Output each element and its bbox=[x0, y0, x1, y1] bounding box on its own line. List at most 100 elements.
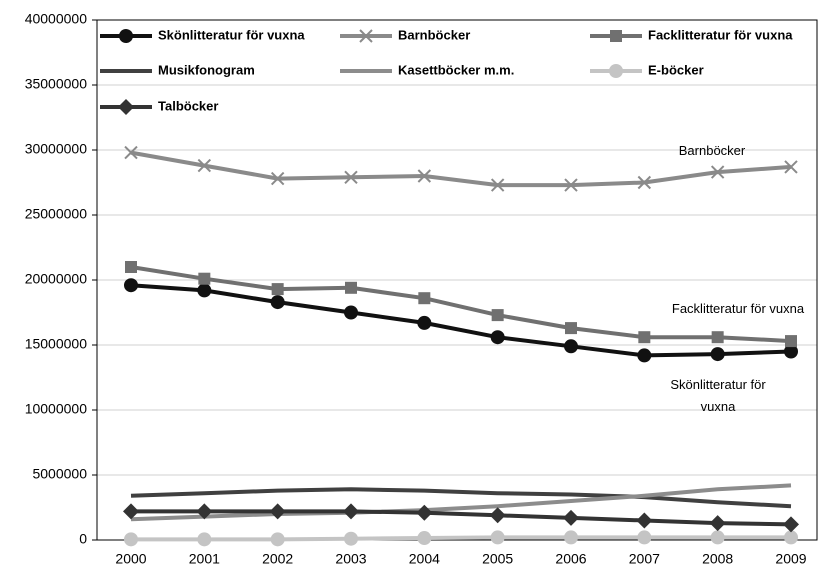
point bbox=[564, 339, 578, 354]
legend-item: Barnböcker bbox=[340, 27, 470, 43]
legend-marker bbox=[609, 64, 623, 78]
legend-marker bbox=[119, 29, 133, 43]
x-tick-label: 2008 bbox=[702, 551, 733, 567]
point bbox=[417, 169, 432, 183]
point bbox=[563, 509, 579, 526]
point bbox=[710, 165, 725, 179]
point bbox=[783, 516, 799, 533]
point bbox=[784, 530, 798, 545]
legend-item: Skönlitteratur för vuxna bbox=[100, 27, 305, 43]
y-tick-label: 5000000 bbox=[32, 466, 87, 482]
point bbox=[637, 530, 652, 545]
point bbox=[270, 295, 285, 310]
point bbox=[123, 503, 139, 520]
point bbox=[417, 531, 432, 546]
point bbox=[564, 530, 578, 545]
point bbox=[709, 515, 726, 532]
legend-label: E-böcker bbox=[648, 62, 704, 77]
legend-label: Barnböcker bbox=[398, 27, 470, 42]
point bbox=[490, 178, 505, 192]
series-line bbox=[130, 487, 792, 509]
series-line bbox=[130, 483, 792, 522]
series-line bbox=[131, 535, 791, 542]
plot-frame bbox=[96, 19, 818, 541]
series-line bbox=[130, 150, 792, 188]
point bbox=[416, 504, 433, 521]
point bbox=[637, 348, 652, 363]
x-tick-label: 2003 bbox=[335, 551, 366, 567]
point bbox=[711, 331, 724, 344]
x-tick-label: 2004 bbox=[409, 551, 440, 567]
legend-label: Musikfonogram bbox=[158, 62, 255, 77]
legend-item: Talböcker bbox=[100, 98, 218, 115]
legend-item: Musikfonogram bbox=[100, 62, 255, 77]
series-line bbox=[130, 283, 792, 358]
point bbox=[490, 330, 505, 345]
point bbox=[491, 309, 504, 322]
point bbox=[124, 278, 138, 293]
legend-marker bbox=[118, 99, 134, 115]
point bbox=[710, 347, 725, 362]
point bbox=[636, 512, 653, 529]
legend-item: E-böcker bbox=[590, 62, 704, 78]
y-tick-label: 10000000 bbox=[25, 401, 88, 417]
point bbox=[345, 281, 357, 294]
legend-label: Talböcker bbox=[158, 98, 218, 113]
point bbox=[344, 531, 358, 546]
point bbox=[344, 305, 358, 320]
point bbox=[125, 261, 137, 273]
point bbox=[637, 175, 652, 190]
legend-label: Facklitteratur för vuxna bbox=[648, 27, 793, 42]
point bbox=[196, 503, 213, 520]
annotation: Skönlitteratur för vuxna bbox=[670, 377, 766, 414]
point bbox=[198, 272, 211, 285]
point bbox=[197, 532, 212, 547]
x-tick-label: 2006 bbox=[555, 551, 586, 567]
legend-item: Kasettböcker m.m. bbox=[340, 62, 514, 77]
annotation: Barnböcker bbox=[678, 143, 746, 158]
x-tick-label: 2002 bbox=[262, 551, 293, 567]
point bbox=[124, 145, 138, 160]
point bbox=[417, 315, 432, 330]
y-tick-label: 20000000 bbox=[25, 271, 88, 287]
point bbox=[197, 283, 212, 298]
legend-item: Facklitteratur för vuxna bbox=[590, 27, 793, 42]
point bbox=[270, 171, 285, 186]
x-tick-label: 2007 bbox=[629, 551, 660, 567]
point bbox=[489, 507, 506, 524]
point bbox=[418, 292, 431, 305]
series-line bbox=[130, 265, 792, 344]
point bbox=[269, 503, 286, 520]
point bbox=[124, 532, 138, 547]
legend-marker bbox=[359, 29, 373, 43]
y-tick-label: 40000000 bbox=[25, 11, 88, 27]
legend-label: Kasettböcker m.m. bbox=[398, 62, 514, 77]
series-line bbox=[131, 509, 792, 527]
y-tick-label: 30000000 bbox=[25, 141, 88, 157]
point bbox=[343, 503, 359, 520]
y-tick-label: 25000000 bbox=[25, 206, 88, 222]
x-tick-label: 2000 bbox=[115, 551, 146, 567]
legend-marker bbox=[610, 30, 622, 42]
annotation: Facklitteratur för vuxna bbox=[671, 301, 805, 316]
y-tick-label: 0 bbox=[79, 531, 87, 547]
point bbox=[784, 344, 798, 359]
y-tick-label: 35000000 bbox=[25, 76, 88, 92]
point bbox=[564, 178, 578, 192]
point bbox=[638, 331, 651, 344]
x-tick-label: 2001 bbox=[189, 551, 220, 567]
point bbox=[565, 322, 577, 335]
point bbox=[344, 170, 358, 185]
point bbox=[784, 160, 798, 174]
point bbox=[785, 335, 797, 348]
point bbox=[710, 530, 725, 545]
point bbox=[271, 283, 284, 296]
point bbox=[490, 530, 505, 545]
x-tick-label: 2009 bbox=[775, 551, 806, 567]
point bbox=[270, 532, 285, 547]
x-tick-label: 2005 bbox=[482, 551, 513, 567]
point bbox=[197, 158, 212, 173]
legend-label: Skönlitteratur för vuxna bbox=[158, 27, 305, 42]
